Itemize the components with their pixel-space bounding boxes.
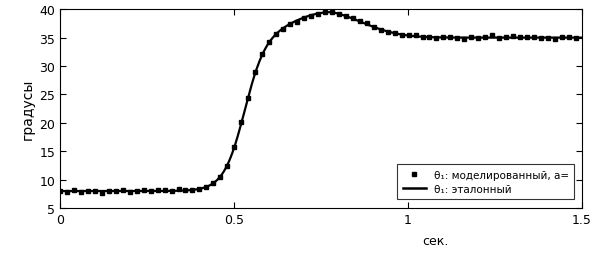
Y-axis label: градусы: градусы (21, 79, 35, 140)
Text: сек.: сек. (422, 234, 449, 247)
Legend: θ₁: моделированный, а=, θ₁: эталонный: θ₁: моделированный, а=, θ₁: эталонный (397, 165, 574, 199)
